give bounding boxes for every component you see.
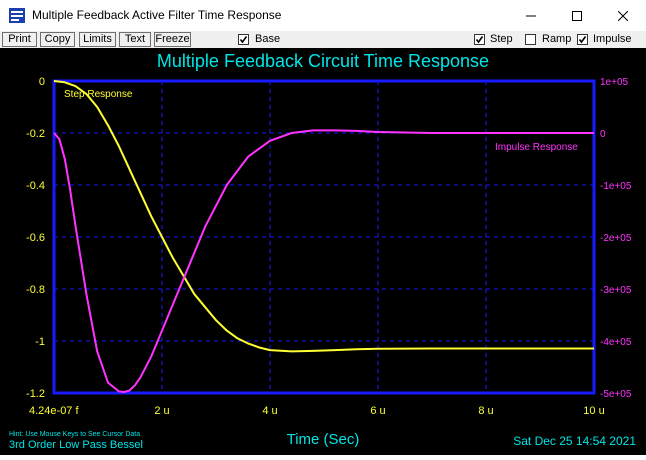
circuit-description: 3rd Order Low Pass Bessel [9,439,143,451]
maximize-button[interactable] [554,0,600,31]
hint-text: Hint: Use Mouse Keys to See Cursor Data [9,431,140,438]
close-icon [618,10,628,21]
limits-button[interactable]: Limits [79,32,116,47]
toolbar: Print Copy Limits Text Freeze Base Step … [0,31,646,48]
y-right-tick-label: -3e+05 [600,285,632,296]
step-checkbox[interactable] [474,34,485,45]
x-tick-label: 4.24e-07 f [29,405,79,417]
plot-frame [52,79,596,395]
app-icon [9,8,25,23]
y-right-tick-label: -1e+05 [600,181,632,192]
ramp-label: Ramp [542,33,572,45]
x-tick-label: 8 u [478,405,493,417]
maximize-icon [572,10,582,21]
x-tick-label: 4 u [262,405,277,417]
checkmark-icon [578,36,587,44]
tick-labels: 0 -0.2 -0.4 -0.6 -0.8 -1 -1.2 1e+05 0 -1e+05 -2e+0… [26,76,632,417]
impulse-label: Impulse [593,33,632,45]
y-left-tick-label: -0.8 [26,284,45,296]
title-bar: Multiple Feedback Active Filter Time Res… [0,0,646,32]
minimize-icon [526,15,536,16]
x-tick-label: 2 u [154,405,169,417]
y-left-tick-label: -0.6 [26,232,45,244]
impulse-series-label: Impulse Response [495,142,578,153]
step-response-line [53,80,594,353]
minimize-button[interactable] [508,0,554,31]
window-title: Multiple Feedback Active Filter Time Res… [32,8,282,22]
base-checkbox[interactable] [238,34,249,45]
x-tick-label: 6 u [370,405,385,417]
step-series-label: Step Response [64,89,133,100]
impulse-checkbox[interactable] [577,34,588,45]
y-left-tick-label: 0 [39,76,45,88]
y-left-tick-label: -0.4 [26,180,45,192]
x-tick-label: 10 u [583,405,604,417]
y-left-tick-label: -1.2 [26,388,45,400]
timestamp: Sat Dec 25 14:54 2021 [513,434,636,448]
freeze-button[interactable]: Freeze [154,32,191,47]
y-right-tick-label: -2e+05 [600,233,632,244]
grid [54,81,594,393]
base-label: Base [255,33,281,45]
close-button[interactable] [600,0,646,31]
checkmark-icon [239,36,248,44]
x-axis-label: Time (Sec) [287,431,360,448]
copy-button[interactable]: Copy [40,32,75,47]
text-button[interactable]: Text [119,32,151,47]
y-left-tick-label: -0.2 [26,128,45,140]
impulse-response-line [53,129,594,393]
checkmark-icon [475,36,484,44]
step-label: Step [490,33,513,45]
time-response-chart[interactable]: Multiple Feedback Circuit Time Response … [0,48,646,455]
chart-title: Multiple Feedback Circuit Time Response [157,51,489,71]
series-layer [53,80,594,393]
y-right-tick-label: -4e+05 [600,337,632,348]
print-button[interactable]: Print [2,32,37,47]
y-right-tick-label: -5e+05 [600,389,632,400]
y-left-tick-label: -1 [35,336,45,348]
ramp-checkbox[interactable] [525,34,536,45]
y-right-tick-label: 1e+05 [600,77,629,88]
plot-area: Multiple Feedback Circuit Time Response … [0,48,646,455]
y-right-tick-label: 0 [600,129,606,140]
